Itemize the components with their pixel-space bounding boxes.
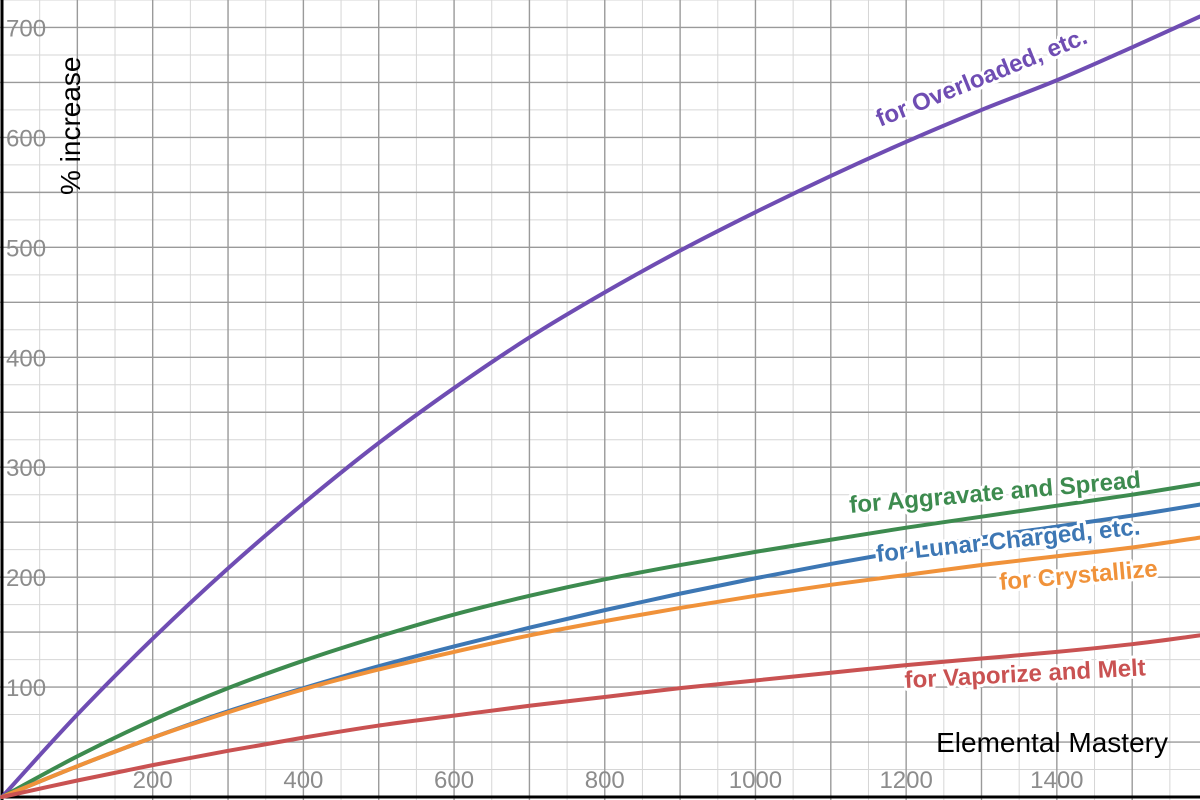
x-tick-label: 200 xyxy=(133,767,173,794)
y-tick-label: 400 xyxy=(6,345,46,372)
tick-labels: 200 400 600 800 1000 1200 1400 100 200 300 400 500 6… xyxy=(6,15,1084,794)
y-axis-title: % increase xyxy=(55,56,86,195)
series-line-crystallize xyxy=(0,535,1200,799)
series-label-aggravate-spread: for Aggravate and Spread xyxy=(848,467,1142,519)
y-tick-label: 100 xyxy=(6,675,46,702)
x-tick-label: 800 xyxy=(585,767,625,794)
x-tick-label: 1000 xyxy=(729,767,782,794)
series-line-aggravate-spread xyxy=(0,481,1200,799)
series-line-overloaded xyxy=(0,14,1200,799)
series-line-vaporize-melt xyxy=(0,633,1200,799)
y-tick-label: 700 xyxy=(6,15,46,42)
series-lines xyxy=(0,14,1200,799)
x-tick-label: 1200 xyxy=(879,767,932,794)
y-tick-label: 200 xyxy=(6,565,46,592)
x-tick-label: 1400 xyxy=(1030,767,1083,794)
y-tick-label: 600 xyxy=(6,125,46,152)
x-tick-label: 400 xyxy=(283,767,323,794)
series-labels: for Overloaded, etc.for Aggravate and Sp… xyxy=(845,20,1161,697)
y-tick-label: 500 xyxy=(6,235,46,262)
x-tick-label: 600 xyxy=(434,767,474,794)
y-tick-label: 300 xyxy=(6,455,46,482)
x-axis-title: Elemental Mastery xyxy=(936,727,1168,758)
